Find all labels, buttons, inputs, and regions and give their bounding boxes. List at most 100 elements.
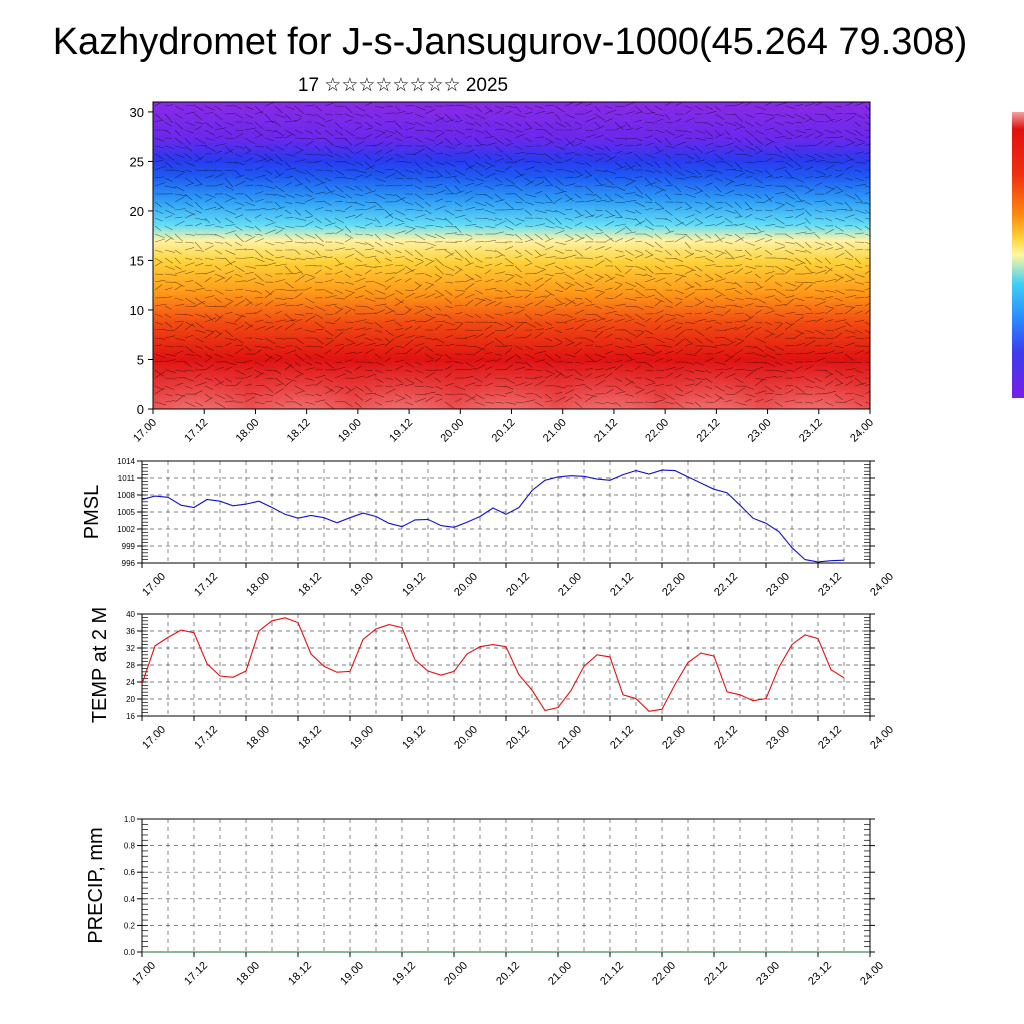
y-tick-label: 1005 — [117, 508, 135, 517]
x-tick-label: 19.00 — [338, 960, 366, 988]
y-tick-label: 999 — [122, 542, 136, 551]
y-tick-label: 25 — [130, 154, 144, 169]
x-tick-label: 23.00 — [754, 960, 782, 988]
x-tick-label: 17.12 — [192, 724, 220, 752]
x-tick-label: 17.12 — [192, 571, 220, 599]
profile-x-axis: 17.00 17.12 18.00 18.12 19.00 19.12 20.00 20.12… — [131, 409, 876, 445]
x-tick-label: 23.12 — [816, 724, 844, 752]
profile-y-axis: 0 5 10 15 20 25 30 — [130, 105, 153, 417]
x-tick-label: 22.12 — [695, 417, 723, 445]
x-tick-label: 22.12 — [702, 960, 730, 988]
y-tick-label: 24 — [126, 678, 135, 687]
x-tick-label: 20.12 — [504, 724, 532, 752]
x-tick-label: 24.00 — [868, 724, 896, 752]
x-tick-label: 18.00 — [234, 960, 262, 988]
x-tick-label: 22.00 — [650, 960, 678, 988]
chart-title: Kazhydromet for J-s-Jansugurov-1000(45.2… — [53, 21, 968, 63]
series-line — [141, 469, 845, 563]
x-tick-label: 22.12 — [712, 724, 740, 752]
y-tick-label: 20 — [126, 695, 135, 704]
chart-subtitle: 17 ☆☆☆☆☆☆☆☆ 2025 — [298, 75, 508, 96]
y-tick-label: 0.0 — [124, 948, 136, 957]
x-tick-label: 20.12 — [504, 571, 532, 599]
y-tick-label: 40 — [126, 610, 135, 619]
x-tick-label: 18.12 — [286, 960, 314, 988]
y-tick-label: 0.2 — [124, 921, 136, 930]
warm-cell — [153, 339, 258, 409]
y-tick-label: 30 — [130, 105, 144, 120]
x-tick-label: 22.00 — [660, 571, 688, 599]
x-tick-label: 21.12 — [608, 571, 636, 599]
x-tick-label: 18.00 — [244, 571, 272, 599]
x-tick-label: 20.12 — [490, 417, 518, 445]
y-tick-label: 0.4 — [124, 895, 136, 904]
x-tick-label: 19.12 — [390, 960, 418, 988]
y-tick-label: 20 — [130, 204, 144, 219]
x-tick-label: 19.12 — [387, 417, 415, 445]
x-tick-label: 21.12 — [592, 417, 620, 445]
wind-strokes — [154, 102, 870, 409]
y-tick-label: 0.6 — [124, 868, 136, 877]
profile-panel: 0 5 10 15 20 25 30 17.00 17.12 18.00 18.12 19.00 19… — [130, 101, 876, 445]
x-tick-label: 22.12 — [712, 571, 740, 599]
x-tick-label: 18.12 — [296, 724, 324, 752]
y-tick-label: 1002 — [117, 525, 135, 534]
x-tick-label: 19.12 — [400, 571, 428, 599]
x-tick-label: 22.00 — [660, 724, 688, 752]
x-tick-label: 21.00 — [541, 417, 569, 445]
x-tick-label: 19.00 — [336, 417, 364, 445]
series-line — [141, 617, 845, 712]
warm-cell — [550, 339, 667, 409]
x-tick-label: 22.00 — [643, 417, 671, 445]
y-tick-label: 1.0 — [124, 815, 136, 824]
profile-warm-cells — [153, 339, 870, 409]
x-tick-label: 21.00 — [556, 724, 584, 752]
x-tick-label: 21.12 — [608, 724, 636, 752]
y-tick-label: 28 — [126, 661, 135, 670]
x-tick-label: 17.12 — [182, 417, 210, 445]
x-tick-label: 18.12 — [296, 571, 324, 599]
y-axis-label: PRECIP, mm — [85, 827, 107, 943]
pmsl-panel: 996 999 1002 1005 1008 1011 1014 17.00 17.12 18.0… — [81, 457, 896, 599]
x-tick-label: 21.00 — [546, 960, 574, 988]
y-tick-label: 1014 — [117, 457, 135, 466]
y-tick-label: 0.8 — [124, 842, 136, 851]
warm-cell — [345, 339, 462, 409]
x-tick-label: 17.00 — [130, 960, 158, 988]
y-tick-label: 16 — [126, 712, 135, 721]
x-tick-label: 20.12 — [494, 960, 522, 988]
x-tick-label: 19.12 — [400, 724, 428, 752]
x-tick-label: 18.00 — [244, 724, 272, 752]
x-tick-label: 23.00 — [764, 571, 792, 599]
x-tick-label: 20.00 — [438, 417, 466, 445]
x-tick-label: 19.00 — [348, 571, 376, 599]
x-tick-label: 23.12 — [806, 960, 834, 988]
x-tick-label: 18.00 — [234, 417, 262, 445]
x-tick-label: 21.12 — [598, 960, 626, 988]
x-tick-label: 20.00 — [452, 724, 480, 752]
x-tick-label: 23.12 — [816, 571, 844, 599]
x-tick-label: 23.00 — [746, 417, 774, 445]
x-tick-label: 24.00 — [858, 960, 886, 988]
y-tick-label: 1008 — [117, 491, 135, 500]
y-tick-label: 36 — [126, 627, 135, 636]
x-tick-label: 17.12 — [182, 960, 210, 988]
precip-panel: 0.0 0.2 0.4 0.6 0.8 1.0 17.00 17.12 18.00 18.12 19… — [85, 815, 886, 988]
x-tick-label: 20.00 — [442, 960, 470, 988]
warm-cell — [448, 339, 565, 409]
warm-cell — [243, 339, 360, 409]
y-tick-label: 5 — [137, 352, 144, 367]
x-tick-label: 20.00 — [452, 571, 480, 599]
x-tick-label: 17.00 — [131, 417, 159, 445]
temp-panel: 16 20 24 28 32 36 40 17.00 17.12 18.00 18.12 19.00 1… — [89, 607, 896, 752]
y-tick-label: 32 — [126, 644, 135, 653]
y-tick-label: 996 — [122, 559, 136, 568]
colorbar — [1012, 112, 1024, 398]
x-tick-label: 24.00 — [848, 417, 876, 445]
y-tick-label: 15 — [130, 253, 144, 268]
x-tick-label: 17.00 — [140, 724, 168, 752]
y-tick-label: 1011 — [118, 474, 136, 483]
warm-cell — [653, 339, 770, 409]
x-tick-label: 19.00 — [348, 724, 376, 752]
